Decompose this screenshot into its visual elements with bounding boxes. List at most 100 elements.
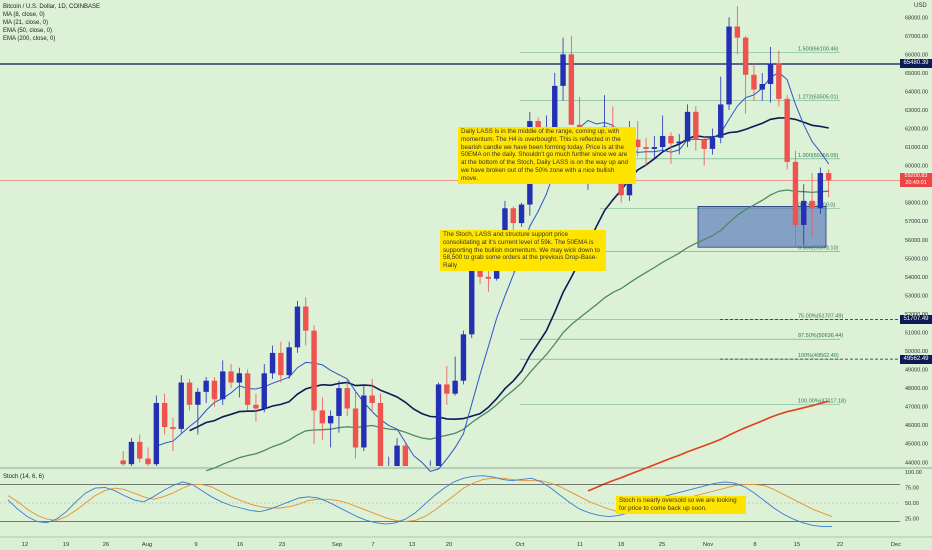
indicator-ema200[interactable]: EMA (200, close, 0) xyxy=(3,36,56,42)
candle-body xyxy=(718,104,724,138)
price-tick: 51000.00 xyxy=(905,330,928,336)
time-tick: 23 xyxy=(279,542,285,548)
candle-body xyxy=(751,74,757,90)
candle-body xyxy=(485,276,492,279)
price-tick: 49000.00 xyxy=(905,368,928,374)
time-tick: 12 xyxy=(22,542,28,548)
candle-body xyxy=(344,388,350,409)
candle-body xyxy=(635,139,641,148)
fib-levels: 1.500(66100.46) 1.272(63505.01) 1.000(6036… xyxy=(520,46,846,405)
candle-body xyxy=(502,208,508,242)
current-price-tag: 59200.83 20:49:01 xyxy=(900,173,932,188)
price-tick: 61000.00 xyxy=(905,145,928,151)
time-tick: Aug xyxy=(142,542,152,548)
candle-body xyxy=(784,98,790,162)
price-tick: 48000.00 xyxy=(905,386,928,392)
note-stoch-support[interactable]: The Stoch, LASS and structure support pr… xyxy=(440,230,606,271)
candle-body xyxy=(236,373,243,383)
candle-body xyxy=(651,147,658,149)
candle-body xyxy=(402,445,409,466)
price-tick: 58000.00 xyxy=(905,201,928,207)
moving-averages xyxy=(156,71,830,492)
candles xyxy=(120,6,832,466)
candle-body xyxy=(211,380,218,400)
candle-body xyxy=(659,135,666,148)
candle-body xyxy=(161,402,168,428)
candle-body xyxy=(809,200,815,209)
candle-body xyxy=(394,445,400,466)
candle-body xyxy=(684,111,691,142)
candle-body xyxy=(568,54,575,125)
time-tick: 11 xyxy=(577,542,583,548)
candle-body xyxy=(137,441,143,459)
price-tick: 56000.00 xyxy=(905,238,928,244)
note-daily-lass[interactable]: Daily LASS is in the middle of the range… xyxy=(458,127,636,184)
price-tick: 44000.00 xyxy=(905,460,928,466)
price-tag-65480: 65480.39 xyxy=(900,59,932,69)
candle-body xyxy=(460,334,467,381)
candle-body xyxy=(709,137,716,149)
stoch-label[interactable]: Stoch (14, 6, 6) xyxy=(3,474,45,480)
candle-body xyxy=(726,26,732,105)
time-tick: Oct xyxy=(515,542,524,548)
fib-label: 87.50%(50636.44) xyxy=(798,333,843,339)
ema200-line xyxy=(587,400,829,492)
candle-body xyxy=(278,352,284,376)
fib-label: 1.500(66100.46) xyxy=(798,46,839,52)
candle-body xyxy=(178,382,184,429)
fib-label: 100%(49562.49) xyxy=(798,353,839,359)
candle-body xyxy=(776,63,782,99)
candle-body xyxy=(244,373,251,405)
price-axis: 68000.00 67000.00 66000.00 65000.00 64000.00… xyxy=(905,15,928,466)
candle-body xyxy=(170,427,176,429)
price-tag-51707: 51707.49 xyxy=(900,314,932,324)
candle-body xyxy=(269,352,276,374)
candle-body xyxy=(128,441,135,465)
time-tick: 13 xyxy=(409,542,415,548)
candle-body xyxy=(668,135,674,144)
time-tick: Sep xyxy=(332,542,342,548)
candle-body xyxy=(153,402,160,465)
price-tick: 64000.00 xyxy=(905,89,928,95)
fib-label: 1.272(63505.01) xyxy=(798,95,839,101)
candle-body xyxy=(286,347,292,376)
note-stoch-panel[interactable]: Stoch is nearly oversold so we are looki… xyxy=(616,496,746,514)
candle-body xyxy=(518,204,525,224)
price-tick: 62000.00 xyxy=(905,127,928,133)
indicator-ema50[interactable]: EMA (50, close, 0) xyxy=(3,28,53,34)
candle-body xyxy=(701,139,707,149)
key-levels xyxy=(0,63,900,360)
time-tick: 9 xyxy=(194,542,197,548)
candle-body xyxy=(452,380,458,394)
time-tick: Nov xyxy=(703,542,713,548)
candle-body xyxy=(261,373,267,409)
time-tick: 16 xyxy=(237,542,243,548)
candle-body xyxy=(377,402,384,466)
price-tick: 53000.00 xyxy=(905,293,928,299)
currency-label: USD xyxy=(914,3,927,9)
stoch-k-line xyxy=(7,475,832,528)
candle-body xyxy=(195,391,201,405)
indicator-ma21[interactable]: MA (21, close, 0) xyxy=(3,20,49,26)
candle-body xyxy=(294,306,301,348)
price-tick: 63000.00 xyxy=(905,108,928,114)
candle-body xyxy=(759,84,765,90)
price-tick: 55000.00 xyxy=(905,256,928,262)
price-tick: 45000.00 xyxy=(905,442,928,448)
indicator-ma8[interactable]: MA (8, close, 0) xyxy=(3,12,45,18)
candle-body xyxy=(361,395,367,448)
time-tick: 26 xyxy=(103,542,109,548)
candle-body xyxy=(734,26,741,38)
candle-body xyxy=(203,380,209,392)
candle-body xyxy=(817,173,824,209)
candle-body xyxy=(319,410,326,424)
fib-label: 0.000(55373.10) xyxy=(798,245,839,251)
price-tag-49562: 49562.49 xyxy=(900,354,932,364)
price-tick: 50000.00 xyxy=(905,349,928,355)
candle-body xyxy=(643,147,649,149)
time-tick: 7 xyxy=(371,542,374,548)
ema50-line xyxy=(205,189,829,472)
candle-body xyxy=(352,408,359,448)
drop-base-rally-zone[interactable] xyxy=(697,206,827,248)
